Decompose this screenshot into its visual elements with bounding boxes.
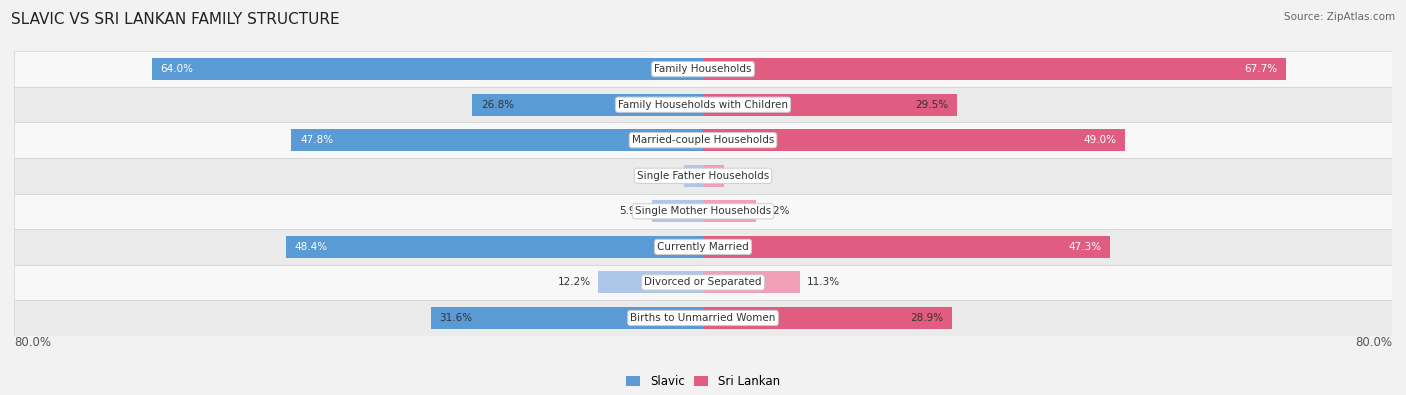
Text: 5.9%: 5.9% xyxy=(619,206,645,216)
Bar xyxy=(152,58,703,80)
Text: Currently Married: Currently Married xyxy=(657,242,749,252)
Bar xyxy=(703,129,1125,151)
Bar xyxy=(703,200,756,222)
Bar xyxy=(703,58,1286,80)
Text: Single Mother Households: Single Mother Households xyxy=(636,206,770,216)
Bar xyxy=(472,94,703,116)
Text: 28.9%: 28.9% xyxy=(910,313,943,323)
Text: SLAVIC VS SRI LANKAN FAMILY STRUCTURE: SLAVIC VS SRI LANKAN FAMILY STRUCTURE xyxy=(11,12,340,27)
Bar xyxy=(14,51,1392,87)
Bar xyxy=(14,194,1392,229)
Text: Single Father Households: Single Father Households xyxy=(637,171,769,181)
Bar xyxy=(291,129,703,151)
Text: 67.7%: 67.7% xyxy=(1244,64,1278,74)
Bar xyxy=(14,265,1392,300)
Legend: Slavic, Sri Lankan: Slavic, Sri Lankan xyxy=(621,370,785,392)
Text: 49.0%: 49.0% xyxy=(1084,135,1116,145)
Text: 2.4%: 2.4% xyxy=(731,171,756,181)
Text: 6.2%: 6.2% xyxy=(763,206,790,216)
Text: 31.6%: 31.6% xyxy=(440,313,472,323)
Bar xyxy=(703,307,952,329)
Text: Family Households with Children: Family Households with Children xyxy=(619,100,787,110)
Bar xyxy=(685,165,703,187)
Bar xyxy=(14,300,1392,336)
Bar xyxy=(14,87,1392,122)
Text: 47.3%: 47.3% xyxy=(1069,242,1102,252)
Text: 11.3%: 11.3% xyxy=(807,277,841,288)
Bar xyxy=(14,122,1392,158)
Bar xyxy=(598,271,703,293)
Text: Divorced or Separated: Divorced or Separated xyxy=(644,277,762,288)
Text: Family Households: Family Households xyxy=(654,64,752,74)
Text: Source: ZipAtlas.com: Source: ZipAtlas.com xyxy=(1284,12,1395,22)
Bar xyxy=(14,229,1392,265)
Text: 12.2%: 12.2% xyxy=(558,277,591,288)
Bar xyxy=(430,307,703,329)
Text: 47.8%: 47.8% xyxy=(299,135,333,145)
Text: 2.2%: 2.2% xyxy=(651,171,678,181)
Bar xyxy=(703,165,724,187)
Text: Births to Unmarried Women: Births to Unmarried Women xyxy=(630,313,776,323)
Text: 80.0%: 80.0% xyxy=(14,336,51,349)
Bar xyxy=(703,236,1111,258)
Bar xyxy=(703,271,800,293)
Bar xyxy=(652,200,703,222)
Text: 80.0%: 80.0% xyxy=(1355,336,1392,349)
Text: Married-couple Households: Married-couple Households xyxy=(631,135,775,145)
Text: 29.5%: 29.5% xyxy=(915,100,949,110)
Bar xyxy=(703,94,957,116)
Bar xyxy=(287,236,703,258)
Text: 64.0%: 64.0% xyxy=(160,64,194,74)
Bar xyxy=(14,158,1392,194)
Text: 48.4%: 48.4% xyxy=(295,242,328,252)
Text: 26.8%: 26.8% xyxy=(481,100,515,110)
